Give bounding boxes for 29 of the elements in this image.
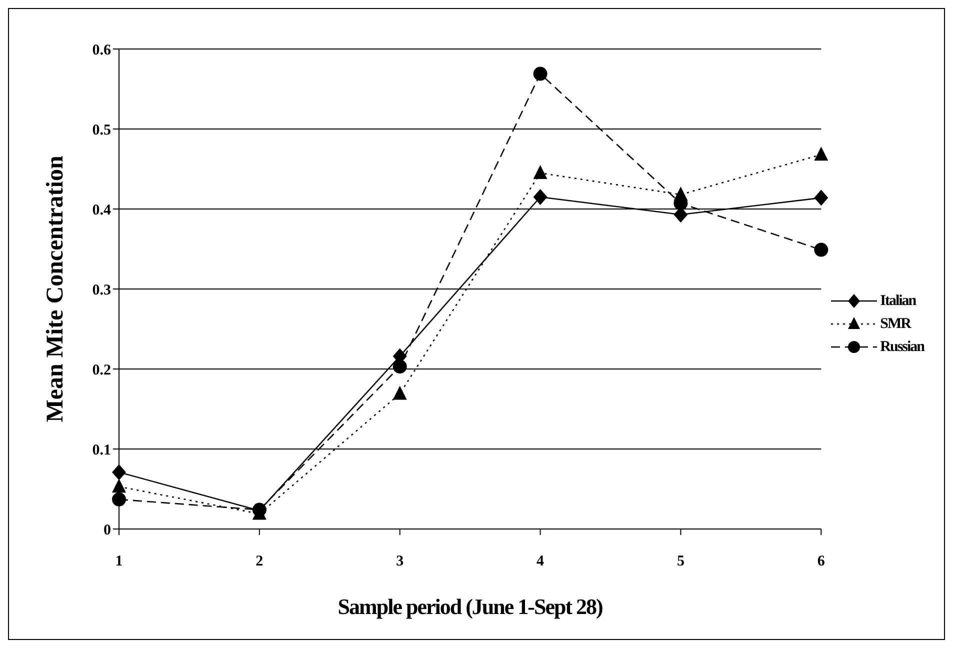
point — [392, 386, 407, 400]
y-tick-label: 0.3 — [92, 282, 111, 298]
x-tick-label: 6 — [817, 554, 826, 570]
legend-label: SMR — [880, 316, 910, 332]
x-tick-label: 1 — [115, 554, 123, 570]
point — [814, 146, 828, 161]
y-tick-label: 0.1 — [92, 442, 111, 458]
point — [674, 186, 688, 201]
y-tick-label: 0 — [104, 522, 111, 538]
y-tick-label: 0.6 — [92, 42, 112, 58]
point — [533, 66, 548, 81]
legend-label: Italian — [880, 292, 916, 310]
y-tick-label: 0.2 — [92, 362, 111, 378]
point — [814, 190, 828, 206]
legend-label: Russian — [880, 338, 924, 356]
y-axis-title: Mean Mite Concentration — [42, 156, 69, 422]
point — [533, 189, 548, 205]
y-tick-label: 0.4 — [92, 202, 112, 218]
point — [112, 478, 126, 493]
point — [533, 165, 548, 179]
x-tick-label: 4 — [536, 554, 545, 570]
y-tick-label: 0.5 — [92, 122, 111, 138]
point — [112, 492, 126, 506]
x-tick-label: 3 — [396, 554, 404, 570]
x-tick-label: 5 — [676, 554, 684, 570]
point — [814, 242, 828, 257]
x-axis-title: Sample period (June 1-Sept 28) — [338, 594, 604, 619]
x-tick-label: 2 — [256, 554, 264, 570]
point — [112, 464, 126, 480]
